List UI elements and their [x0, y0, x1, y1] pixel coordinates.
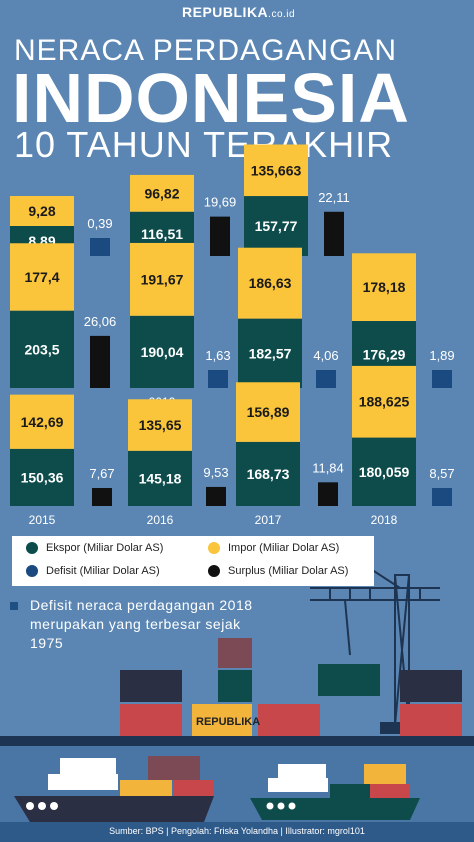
balance-bar-2015 [92, 488, 112, 506]
year-label-2015: 2015 [29, 513, 56, 527]
year-label-2018: 2018 [371, 513, 398, 527]
impor-label-2013: 186,63 [249, 275, 292, 291]
trade-balance-chart: 8,899,280,391975116,5196,8219,692009157,… [10, 144, 455, 527]
balance-bar-2016 [206, 486, 226, 506]
legend-impor-swatch [208, 542, 220, 554]
container-brand: REPUBLIKA [196, 716, 260, 728]
legend-defisit-label: Defisit (Miliar Dolar AS) [46, 565, 160, 577]
impor-bar-2009 [130, 174, 194, 212]
impor-label-2009: 96,82 [144, 185, 179, 201]
legend-impor-label: Impor (Miliar Dolar AS) [228, 542, 340, 554]
balance-label-2013: 4,06 [313, 348, 338, 363]
impor-bar-2016 [128, 399, 192, 451]
ekspor-label-2012: 190,04 [141, 344, 184, 360]
balance-label-2011: 26,06 [84, 314, 117, 329]
balance-label-2010: 22,11 [318, 190, 350, 205]
impor-label-2018: 188,625 [359, 394, 410, 410]
impor-bar-2010 [244, 144, 308, 197]
ekspor-label-2009: 116,51 [141, 226, 183, 242]
impor-label-2012: 191,67 [141, 271, 184, 287]
legend: Ekspor (Miliar Dolar AS) Impor (Miliar D… [12, 536, 374, 586]
port-illustration: REPUBLIKA [0, 561, 474, 842]
ekspor-label-2010: 157,77 [255, 218, 298, 234]
legend-ekspor: Ekspor (Miliar Dolar AS) [26, 542, 163, 554]
balance-bar-2017 [318, 482, 338, 506]
impor-bar-2013 [238, 247, 302, 319]
ekspor-bar-2012 [130, 315, 194, 388]
impor-bar-1975 [10, 196, 74, 226]
containers [120, 638, 462, 736]
impor-bar-2014 [352, 253, 416, 322]
year-label-2017: 2017 [255, 513, 282, 527]
impor-bar-2011 [10, 243, 74, 311]
ship-right [250, 764, 420, 820]
note-text: Defisit neraca perdagangan 2018 merupaka… [30, 597, 253, 651]
impor-label-1975: 9,28 [28, 203, 55, 219]
quay [0, 736, 474, 746]
impor-bar-2017 [236, 382, 300, 442]
ekspor-bar-2010 [244, 196, 308, 256]
note-bullet-icon [10, 602, 18, 610]
brand-suffix: .co.id [268, 9, 296, 20]
impor-label-2017: 156,89 [247, 404, 290, 420]
source-credit: Sumber: BPS | Pengolah: Friska Yolandha … [109, 826, 365, 836]
balance-label-2014: 1,89 [429, 348, 454, 363]
ekspor-bar-2011 [10, 310, 74, 388]
legend-defisit: Defisit (Miliar Dolar AS) [26, 565, 160, 577]
balance-label-2018: 8,57 [429, 466, 454, 481]
balance-label-2016: 9,53 [203, 465, 228, 480]
ekspor-bar-2017 [236, 441, 300, 506]
ekspor-label-2014: 176,29 [363, 347, 406, 363]
balance-label-1975: 0,39 [87, 216, 112, 231]
legend-ekspor-label: Ekspor (Miliar Dolar AS) [46, 542, 164, 554]
ekspor-label-2011: 203,5 [24, 341, 59, 357]
ekspor-bar-2013 [238, 318, 302, 388]
ekspor-label-2018: 180,059 [359, 464, 410, 480]
brand-logo: REPUBLIKA.co.id [182, 4, 295, 20]
title-line-2: INDONESIA [12, 59, 410, 137]
ekspor-label-2017: 168,73 [247, 466, 290, 482]
impor-label-2011: 177,4 [24, 269, 59, 285]
legend-impor: Impor (Miliar Dolar AS) [208, 542, 339, 554]
title-line-1: NERACA PERDAGANGAN [14, 34, 398, 67]
footer-bar [0, 822, 474, 842]
ship-left [14, 756, 214, 822]
legend-surplus-swatch [208, 565, 220, 577]
impor-label-2010: 135,663 [251, 162, 302, 178]
legend-surplus: Surplus (Miliar Dolar AS) [208, 565, 348, 577]
balance-bar-2013 [316, 370, 336, 388]
ekspor-label-2016: 145,18 [139, 470, 182, 486]
legend-defisit-swatch [26, 565, 38, 577]
ekspor-bar-2016 [128, 450, 192, 506]
balance-label-2015: 7,67 [89, 466, 114, 481]
impor-label-2014: 178,18 [363, 279, 406, 295]
ekspor-bar-2015 [10, 448, 74, 506]
impor-bar-2015 [10, 394, 74, 449]
brand-name: REPUBLIKA [182, 4, 269, 20]
balance-label-2017: 11,84 [312, 460, 344, 475]
balance-bar-1975 [90, 238, 110, 256]
ekspor-label-2013: 182,57 [249, 345, 292, 361]
ekspor-label-2015: 150,36 [21, 469, 64, 485]
balance-bar-2012 [208, 370, 228, 388]
balance-label-2012: 1,63 [205, 348, 230, 363]
balance-bar-2010 [324, 211, 344, 256]
legend-surplus-label: Surplus (Miliar Dolar AS) [228, 565, 349, 577]
legend-ekspor-swatch [26, 542, 38, 554]
impor-label-2015: 142,69 [21, 414, 64, 430]
balance-bar-2014 [432, 370, 452, 388]
impor-bar-2018 [352, 365, 416, 438]
ekspor-bar-2018 [352, 437, 416, 506]
balance-label-2009: 19,69 [204, 195, 237, 210]
balance-bar-2011 [90, 335, 110, 388]
year-label-2016: 2016 [147, 513, 174, 527]
balance-bar-2009 [210, 216, 230, 256]
impor-label-2016: 135,65 [139, 417, 182, 433]
impor-bar-2012 [130, 242, 194, 316]
title-line-3: 10 TAHUN TERAKHIR [14, 124, 394, 165]
balance-bar-2018 [432, 488, 452, 506]
